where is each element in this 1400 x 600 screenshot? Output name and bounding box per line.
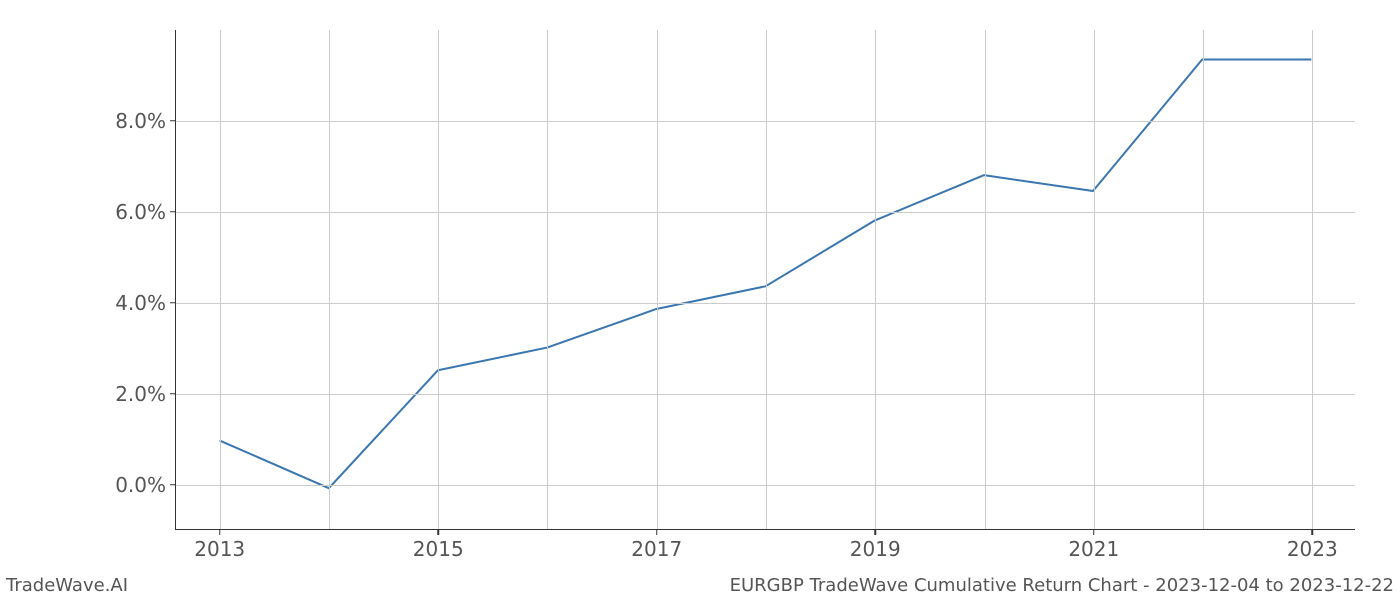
y-tick-label: 8.0% <box>115 109 176 133</box>
x-tick-label: 2017 <box>631 529 682 561</box>
gridline-vertical <box>766 30 767 529</box>
y-tick-label: 0.0% <box>115 473 176 497</box>
gridline-vertical <box>547 30 548 529</box>
y-tick-label: 4.0% <box>115 291 176 315</box>
footer-brand: TradeWave.AI <box>6 575 128 596</box>
footer-caption: EURGBP TradeWave Cumulative Return Chart… <box>730 575 1394 596</box>
gridline-vertical <box>657 30 658 529</box>
gridline-vertical <box>1094 30 1095 529</box>
x-tick-label: 2019 <box>850 529 901 561</box>
gridline-vertical <box>220 30 221 529</box>
gridline-vertical <box>1312 30 1313 529</box>
gridline-vertical <box>875 30 876 529</box>
x-tick-label: 2023 <box>1287 529 1338 561</box>
y-tick-label: 2.0% <box>115 382 176 406</box>
plot-area: 0.0%2.0%4.0%6.0%8.0%20132015201720192021… <box>175 30 1355 530</box>
x-tick-label: 2015 <box>413 529 464 561</box>
x-tick-label: 2013 <box>194 529 245 561</box>
gridline-vertical <box>985 30 986 529</box>
y-tick-label: 6.0% <box>115 200 176 224</box>
x-tick-label: 2021 <box>1068 529 1119 561</box>
gridline-vertical <box>438 30 439 529</box>
chart-container: 0.0% 2.0% 4.0% 6.0% 8.0% 2013 2015 2017 2019 2021… <box>0 0 1400 600</box>
gridline-vertical <box>1203 30 1204 529</box>
gridline-vertical <box>329 30 330 529</box>
